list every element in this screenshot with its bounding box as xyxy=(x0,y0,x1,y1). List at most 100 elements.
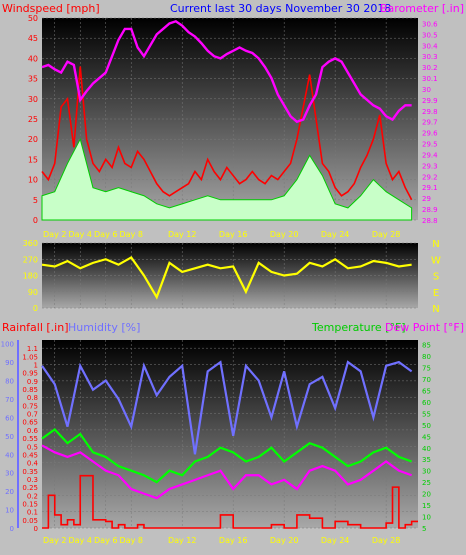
chart1-right-tick-label-2: 29 xyxy=(422,195,431,203)
chart3-temp-tick-label-15: 80 xyxy=(422,353,431,361)
chart2-left-tick-label-0: 0 xyxy=(33,304,38,313)
chart1-right-tick-label-17: 30.5 xyxy=(422,31,438,39)
chart3-x-tick-label-0: Day 2 xyxy=(43,536,66,545)
chart1-left-tick-label-10: 50 xyxy=(28,14,38,23)
chart2-compass-label-3: E xyxy=(433,288,439,299)
chart1-left-tick-label-5: 25 xyxy=(28,115,38,124)
chart2-left-tick-label-1: 90 xyxy=(28,288,38,297)
chart3-rain-tick-label-22: 1.1 xyxy=(27,345,38,353)
chart3-x-tick-label-7: Day 24 xyxy=(321,536,350,545)
chart3-temp-tick-label-6: 35 xyxy=(422,456,431,464)
chart1-x-tick-label-8: Day 28 xyxy=(372,230,401,239)
chart3-rain-tick-label-10: 0.5 xyxy=(27,443,38,451)
chart3-temp-tick-label-16: 85 xyxy=(422,342,431,350)
chart3-temp-tick-label-9: 50 xyxy=(422,422,431,430)
chart3-temp-tick-label-8: 45 xyxy=(422,433,431,441)
chart1-right-tick-label-14: 30.2 xyxy=(422,64,438,72)
chart1-right-tick-label-3: 29.1 xyxy=(422,184,438,192)
chart3-series-dewpoint-line xyxy=(41,444,412,500)
chart2-left-tick-label-3: 270 xyxy=(23,255,38,264)
chart1-right-tick-label-0: 28.8 xyxy=(422,217,438,225)
chart3-temp-tick-label-7: 40 xyxy=(422,445,431,453)
chart1-left-tick-label-8: 40 xyxy=(28,54,38,63)
chart3-humidity-tick-label-2: 20 xyxy=(5,488,14,496)
chart3-humidity-tick-label-0: 0 xyxy=(10,525,14,533)
chart3-x-tick-label-1: Day 4 xyxy=(69,536,92,545)
chart3-humidity-tick-label-3: 30 xyxy=(5,470,14,478)
chart3-x-tick-label-5: Day 16 xyxy=(219,536,248,545)
chart3-rain-tick-label-17: 0.85 xyxy=(22,386,38,394)
chart1-right-tick-label-7: 29.5 xyxy=(422,141,438,149)
chart1-right-tick-label-18: 30.6 xyxy=(422,20,438,28)
chart1-left-tick-label-2: 10 xyxy=(28,176,38,185)
chart3-rain-tick-label-12: 0.6 xyxy=(27,427,39,435)
chart3-humidity-tick-label-4: 40 xyxy=(5,451,14,459)
chart3-humidity-tick-label-9: 90 xyxy=(5,359,14,367)
chart3-temp-tick-label-5: 30 xyxy=(422,468,431,476)
chart1-x-tick-label-6: Day 20 xyxy=(270,230,299,239)
chart2-compass-label-4: N xyxy=(432,304,439,315)
chart3-humidity-tick-label-1: 10 xyxy=(5,507,14,515)
chart3-rain-tick-label-16: 0.8 xyxy=(27,394,38,402)
chart3-temp-tick-label-11: 60 xyxy=(422,399,431,407)
chart3-x-tick-label-3: Day 8 xyxy=(120,536,143,545)
chart1-right-tick-label-12: 30 xyxy=(422,86,431,94)
chart3-x-tick-label-4: Day 12 xyxy=(168,536,197,545)
chart3-rain-tick-label-13: 0.65 xyxy=(22,419,38,427)
chart1-right-tick-label-8: 29.6 xyxy=(422,130,438,138)
chart3-humidity-tick-label-6: 60 xyxy=(5,414,14,422)
chart1-x-tick-label-1: Day 4 xyxy=(69,230,92,239)
chart3-ylabel-humidity: Humidity [%] xyxy=(68,321,140,334)
chart3-series-humidity-line xyxy=(41,360,413,455)
chart1-left-tick-label-7: 35 xyxy=(28,75,38,84)
chart3-ylabel-rain: Rainfall [.in] xyxy=(2,321,69,334)
chart3-rain-tick-label-5: 0.25 xyxy=(22,484,38,492)
chart1-x-tick-label-3: Day 8 xyxy=(120,230,143,239)
chart3-plot-area xyxy=(42,340,418,528)
chart3-rain-tick-label-9: 0.45 xyxy=(22,451,38,459)
chart1-series-gust-area xyxy=(41,137,413,221)
chart3-x-tick-label-6: Day 20 xyxy=(270,536,299,545)
chart3-rain-tick-label-19: 0.95 xyxy=(22,370,38,378)
chart1-right-tick-label-4: 29.2 xyxy=(422,173,438,181)
chart3-temp-tick-label-13: 70 xyxy=(422,376,431,384)
chart3-rain-tick-label-2: 0.1 xyxy=(27,509,38,517)
chart1-left-tick-label-1: 5 xyxy=(33,196,38,205)
chart1-right-tick-label-9: 29.7 xyxy=(422,119,438,127)
chart3-rain-tick-label-8: 0.4 xyxy=(27,460,39,468)
chart1-left-tick-label-0: 0 xyxy=(33,216,38,225)
chart3-rain-tick-label-18: 0.9 xyxy=(27,378,38,386)
chart3-rain-tick-label-11: 0.55 xyxy=(22,435,38,443)
chart1-x-tick-label-0: Day 2 xyxy=(43,230,66,239)
chart1-left-tick-label-9: 45 xyxy=(28,34,38,43)
chart3-temp-tick-label-12: 65 xyxy=(422,387,431,395)
chart1-right-tick-label-6: 29.4 xyxy=(422,151,438,159)
chart1-right-tick-label-11: 29.9 xyxy=(422,97,438,105)
chart1-right-tick-label-15: 30.3 xyxy=(422,53,438,61)
chart1-right-tick-label-13: 30.1 xyxy=(422,75,438,83)
chart2-compass-label-1: W xyxy=(431,255,441,266)
chart3-ylabel-dewpoint: Dew Point [°F] xyxy=(385,321,464,334)
chart3-rain-tick-label-4: 0.2 xyxy=(27,492,38,500)
chart3-rain-tick-label-3: 0.15 xyxy=(22,500,38,508)
chart3-rain-tick-label-15: 0.75 xyxy=(22,402,38,410)
chart1-title: Current last 30 days November 30 2018 xyxy=(170,2,391,15)
chart1-right-tick-label-10: 29.8 xyxy=(422,108,438,116)
chart3-humidity-tick-label-7: 70 xyxy=(5,396,14,404)
chart3-temp-tick-label-14: 75 xyxy=(422,365,431,373)
chart3-humidity-tick-label-5: 50 xyxy=(5,433,14,441)
chart3-temp-tick-label-10: 55 xyxy=(422,410,431,418)
chart3-rain-tick-label-1: 0.05 xyxy=(22,517,38,525)
chart1-ylabel-right: Barometer [.in] xyxy=(380,2,464,15)
chart3-rain-tick-label-14: 0.7 xyxy=(27,411,38,419)
chart3-rain-tick-label-21: 1.05 xyxy=(22,353,38,361)
chart1-left-tick-label-4: 20 xyxy=(28,135,38,144)
chart2-left-tick-label-4: 360 xyxy=(23,239,38,248)
chart3-temp-tick-label-0: 5 xyxy=(422,525,426,533)
chart2-compass-label-2: S xyxy=(433,272,439,283)
chart1-left-tick-label-6: 30 xyxy=(28,95,38,104)
chart1-x-tick-label-4: Day 12 xyxy=(168,230,197,239)
chart2-left-tick-label-2: 180 xyxy=(23,272,38,281)
chart3-humidity-tick-label-8: 80 xyxy=(5,378,14,386)
